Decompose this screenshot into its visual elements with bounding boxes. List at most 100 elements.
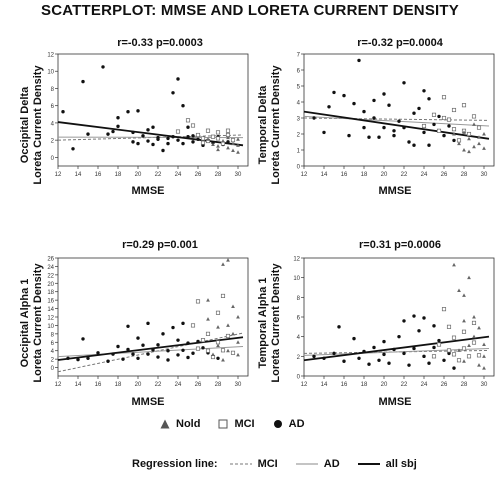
point-ad <box>447 351 451 356</box>
y-tick-label: 6 <box>297 69 301 75</box>
point-ad <box>382 125 386 130</box>
point-ad <box>352 101 356 106</box>
point-nold <box>472 122 476 126</box>
regression-line-all-sbj <box>303 110 490 140</box>
point-mci <box>225 333 231 339</box>
point-nold <box>236 315 240 319</box>
point-mci <box>230 350 236 355</box>
point-ad <box>146 321 150 326</box>
point-ad <box>422 130 426 135</box>
point-mci <box>461 103 467 108</box>
x-tick-label: 22 <box>155 172 162 178</box>
point-ad <box>191 140 195 144</box>
y-tick-label: 0 <box>51 156 55 162</box>
panel-1-stat: r=-0.33 p=0.0003 <box>117 37 203 49</box>
y-tick-label: 4 <box>51 121 55 127</box>
x-tick-label: 12 <box>55 172 62 178</box>
x-tick-label: 22 <box>401 172 408 178</box>
point-nold <box>206 317 210 321</box>
point-ad <box>367 135 371 139</box>
panel-2-ylabel: Temporal Delta Loreta Current Density <box>257 55 283 195</box>
point-mci <box>195 132 201 138</box>
point-ad <box>407 363 411 367</box>
point-ad <box>382 92 386 96</box>
point-ad <box>141 134 145 138</box>
point-ad <box>352 336 356 341</box>
point-ad <box>81 79 85 84</box>
point-ad <box>417 106 421 111</box>
point-nold <box>221 357 225 362</box>
point-nold <box>457 141 461 146</box>
point-nold <box>236 352 240 357</box>
point-ad <box>171 91 175 95</box>
point-ad <box>96 351 100 355</box>
point-ad <box>81 337 85 341</box>
point-ad <box>362 349 366 354</box>
point-ad <box>146 128 150 132</box>
x-tick-label: 20 <box>135 382 142 388</box>
x-tick-label: 20 <box>381 172 388 178</box>
y-tick-label: 7 <box>297 53 301 59</box>
point-mci <box>220 293 226 298</box>
point-ad <box>126 110 130 114</box>
point-ad <box>402 81 406 85</box>
point-ad <box>362 125 366 130</box>
y-tick-label: 24 <box>47 265 54 271</box>
point-ad <box>442 133 446 138</box>
point-ad <box>156 135 160 140</box>
x-tick-label: 22 <box>401 382 408 388</box>
point-ad <box>377 135 381 139</box>
x-tick-label: 18 <box>361 382 368 388</box>
point-ad <box>156 355 160 359</box>
point-mci <box>220 348 226 353</box>
y-tick-label: 0 <box>297 165 301 171</box>
point-mci <box>215 130 221 135</box>
plot-frame <box>303 53 495 167</box>
point-ad <box>427 361 431 365</box>
dashed-line-icon <box>229 463 252 465</box>
y-tick-label: 10 <box>293 276 300 282</box>
point-ad <box>377 358 381 362</box>
point-ad <box>146 352 150 356</box>
point-mci <box>441 307 447 312</box>
point-ad <box>412 111 416 115</box>
point-ad <box>131 352 135 356</box>
point-mci <box>195 346 201 351</box>
panel-1-xlabel: MMSE <box>131 185 165 197</box>
x-tick-label: 24 <box>175 382 182 388</box>
point-ad <box>392 133 396 138</box>
point-ad <box>161 332 165 336</box>
point-mci <box>466 131 472 137</box>
point-ad <box>136 336 140 340</box>
point-nold <box>236 137 240 141</box>
panel-1-ylabel-line1: Occipital Delta <box>19 86 31 164</box>
point-nold <box>482 146 486 150</box>
point-ad <box>191 351 195 355</box>
point-ad <box>186 355 190 360</box>
point-ad <box>146 139 150 143</box>
x-tick-label: 28 <box>215 172 222 178</box>
point-ad <box>312 116 316 120</box>
y-tick-label: 10 <box>47 324 54 330</box>
point-nold <box>472 144 476 149</box>
point-ad <box>402 319 406 323</box>
y-tick-label: 8 <box>297 296 301 302</box>
x-tick-label: 16 <box>341 382 348 388</box>
point-mci <box>476 353 482 358</box>
y-tick-label: 26 <box>47 257 54 263</box>
point-ad <box>427 143 431 147</box>
point-ad <box>131 130 135 135</box>
point-ad <box>176 138 180 142</box>
x-tick-label: 24 <box>421 382 428 388</box>
point-ad <box>161 148 165 153</box>
legend-ad-label: AD <box>288 418 305 430</box>
y-tick-label: 1 <box>297 149 301 155</box>
group-legend: Nold MCI AD <box>160 418 323 430</box>
x-tick-label: 26 <box>195 172 202 178</box>
x-tick-label: 30 <box>235 172 242 178</box>
x-tick-label: 30 <box>235 382 242 388</box>
x-tick-label: 14 <box>321 172 328 178</box>
